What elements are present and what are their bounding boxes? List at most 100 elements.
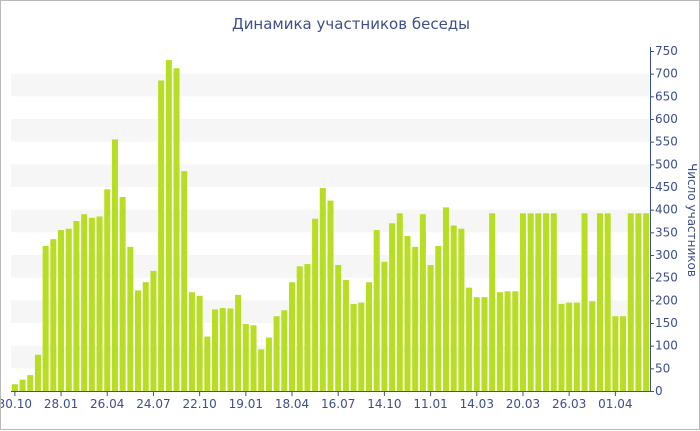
x-tick-label: 18.04	[275, 397, 309, 411]
bar	[258, 349, 265, 391]
bar	[104, 189, 111, 391]
bar	[111, 139, 118, 391]
bar	[219, 308, 226, 391]
bars-group	[11, 60, 650, 391]
y-tick-label: 150	[655, 316, 678, 330]
bar	[158, 80, 165, 391]
y-tick-label: 0	[655, 384, 663, 398]
bar	[635, 213, 642, 391]
bar	[11, 384, 18, 391]
y-tick-label: 300	[655, 248, 678, 262]
y-tick-label: 200	[655, 293, 678, 307]
x-tick-label: 28.01	[44, 397, 78, 411]
bar	[319, 187, 326, 391]
bar	[42, 245, 49, 391]
bar	[327, 200, 334, 391]
bar	[196, 295, 203, 391]
bar	[250, 325, 257, 391]
bar	[173, 68, 180, 391]
bar	[265, 337, 272, 391]
bar	[304, 264, 311, 391]
bar	[473, 297, 480, 391]
axes-group	[11, 47, 654, 396]
bar	[142, 282, 149, 391]
bar	[450, 225, 457, 391]
y-tick-label: 100	[655, 339, 678, 353]
bar	[19, 379, 26, 391]
bar	[212, 309, 219, 391]
x-tick-label: 11.01	[413, 397, 447, 411]
bar	[458, 228, 465, 391]
bar	[435, 245, 442, 391]
bar	[496, 292, 503, 391]
bar	[81, 214, 88, 391]
bar	[312, 218, 319, 391]
bar	[65, 228, 72, 391]
bar	[242, 323, 249, 391]
x-tick-label: 24.07	[136, 397, 170, 411]
bar	[358, 302, 365, 391]
bar	[127, 246, 134, 391]
bar	[620, 316, 627, 391]
bar	[296, 266, 303, 391]
y-tick-label: 650	[655, 89, 678, 103]
y-tick-label: 750	[655, 44, 678, 58]
bar	[289, 282, 296, 391]
bar	[550, 213, 557, 391]
y-tick-label: 400	[655, 203, 678, 217]
bar	[558, 303, 565, 391]
bar	[165, 60, 172, 391]
y-tick-label: 50	[655, 361, 670, 375]
bar	[512, 291, 519, 391]
bar	[643, 213, 650, 391]
bar	[119, 196, 126, 391]
y-tick-label: 350	[655, 225, 678, 239]
bar	[365, 282, 372, 391]
bar	[504, 291, 511, 391]
bar	[150, 270, 157, 391]
x-tick-label: 19.01	[229, 397, 263, 411]
bar	[589, 301, 596, 391]
bar	[412, 246, 419, 391]
y-tick-label: 500	[655, 157, 678, 171]
bar	[342, 279, 349, 391]
bar	[604, 213, 611, 391]
y-tick-label: 450	[655, 180, 678, 194]
y-tick-label: 600	[655, 112, 678, 126]
bar	[573, 302, 580, 391]
bar	[273, 316, 280, 391]
bar	[281, 310, 288, 391]
bar	[419, 214, 426, 391]
grid-band	[11, 119, 650, 142]
y-tick-labels: 0 50 100 150 200 250 300 350 400 450 500 550 600 650 7…	[655, 44, 678, 398]
bar	[596, 213, 603, 391]
bar	[34, 354, 41, 391]
x-tick-label: 14.10	[367, 397, 401, 411]
bar	[204, 336, 211, 391]
x-tick-label: 22.10	[182, 397, 216, 411]
x-tick-label: 20.03	[506, 397, 540, 411]
bar	[350, 303, 357, 391]
bar	[627, 213, 634, 391]
bar	[489, 213, 496, 391]
bar	[235, 294, 242, 391]
x-tick-label: 01.04	[598, 397, 632, 411]
bar	[481, 297, 488, 391]
bar	[396, 213, 403, 391]
bar	[181, 171, 188, 391]
bar	[373, 230, 380, 391]
bar	[543, 213, 550, 391]
bar	[188, 292, 195, 391]
y-tick-label: 250	[655, 271, 678, 285]
bar	[135, 290, 142, 391]
bar	[88, 217, 95, 391]
y-tick-label: 550	[655, 135, 678, 149]
x-tick-label: 16.07	[321, 397, 355, 411]
bar	[527, 213, 534, 391]
bar	[404, 235, 411, 391]
x-tick-label: 26.04	[90, 397, 124, 411]
chart-title: Динамика участников беседы	[232, 15, 470, 33]
bar	[612, 316, 619, 391]
